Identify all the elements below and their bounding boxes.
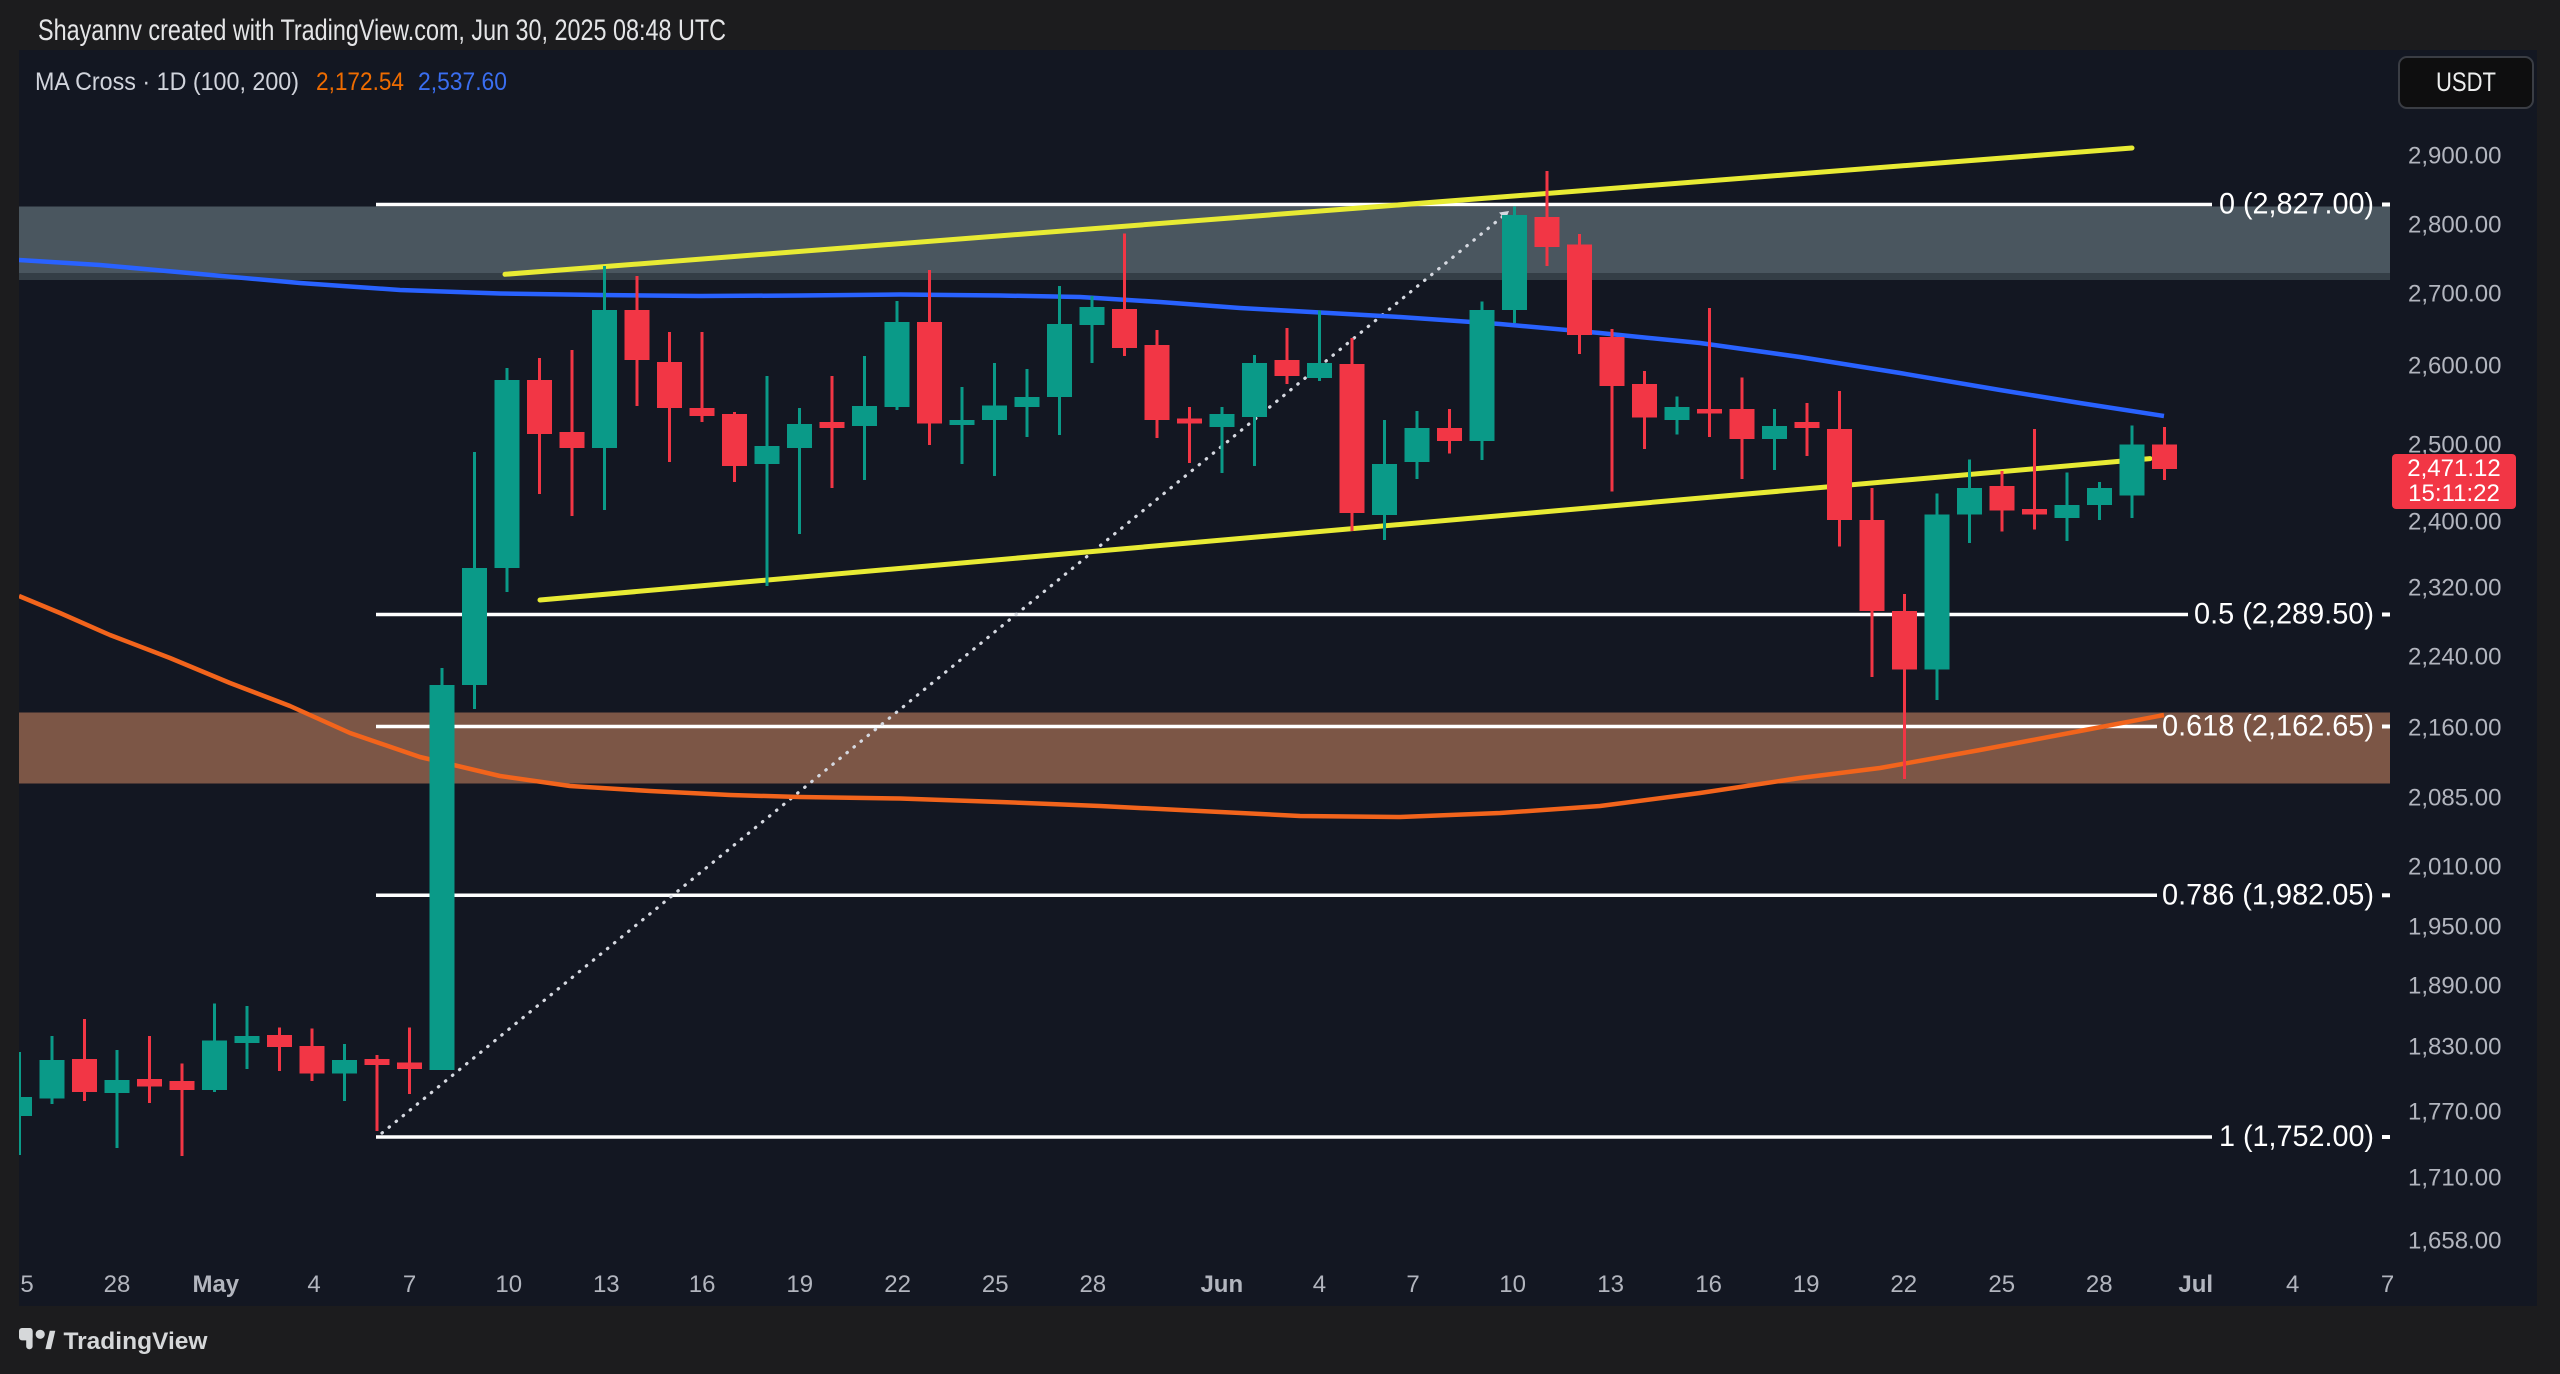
svg-text:0.618 (2,162.65): 0.618 (2,162.65) xyxy=(2162,710,2374,743)
svg-text:2,160.00: 2,160.00 xyxy=(2408,715,2501,742)
svg-text:1,710.00: 1,710.00 xyxy=(2408,1165,2501,1192)
svg-text:16: 16 xyxy=(1695,1271,1722,1298)
svg-text:13: 13 xyxy=(1597,1271,1624,1298)
svg-text:15:11:22: 15:11:22 xyxy=(2408,480,2500,507)
svg-text:2,471.12: 2,471.12 xyxy=(2407,455,2500,482)
svg-text:0.5 (2,289.50): 0.5 (2,289.50) xyxy=(2194,598,2374,631)
svg-text:2,537.60: 2,537.60 xyxy=(418,68,507,96)
svg-text:1,770.00: 1,770.00 xyxy=(2408,1099,2501,1126)
svg-text:0.786 (1,982.05): 0.786 (1,982.05) xyxy=(2162,878,2374,911)
svg-text:2,600.00: 2,600.00 xyxy=(2408,353,2501,380)
svg-text:19: 19 xyxy=(1793,1271,1820,1298)
svg-text:2,900.00: 2,900.00 xyxy=(2408,143,2501,170)
svg-text:28: 28 xyxy=(104,1271,131,1298)
svg-text:7: 7 xyxy=(1406,1271,1419,1298)
svg-text:10: 10 xyxy=(1499,1271,1526,1298)
svg-text:19: 19 xyxy=(786,1271,813,1298)
svg-text:22: 22 xyxy=(884,1271,911,1298)
svg-text:1,890.00: 1,890.00 xyxy=(2408,973,2501,1000)
svg-text:2,010.00: 2,010.00 xyxy=(2408,854,2501,881)
svg-text:2,800.00: 2,800.00 xyxy=(2408,212,2501,239)
svg-text:10: 10 xyxy=(495,1271,522,1298)
svg-text:2,400.00: 2,400.00 xyxy=(2408,509,2501,536)
svg-text:May: May xyxy=(192,1271,239,1298)
svg-text:5: 5 xyxy=(20,1271,33,1298)
svg-text:Jun: Jun xyxy=(1200,1271,1243,1298)
svg-text:2,085.00: 2,085.00 xyxy=(2408,785,2501,812)
svg-text:2,172.54: 2,172.54 xyxy=(316,68,404,96)
svg-text:25: 25 xyxy=(1988,1271,2015,1298)
svg-text:4: 4 xyxy=(2286,1271,2299,1298)
svg-text:USDT: USDT xyxy=(2436,67,2496,97)
svg-text:Jul: Jul xyxy=(2178,1271,2213,1298)
svg-text:4: 4 xyxy=(1313,1271,1326,1298)
svg-text:2,240.00: 2,240.00 xyxy=(2408,644,2501,671)
svg-text:28: 28 xyxy=(2086,1271,2113,1298)
svg-text:28: 28 xyxy=(1079,1271,1106,1298)
svg-text:25: 25 xyxy=(982,1271,1009,1298)
svg-text:16: 16 xyxy=(689,1271,716,1298)
svg-text:13: 13 xyxy=(593,1271,620,1298)
svg-text:1,830.00: 1,830.00 xyxy=(2408,1034,2501,1061)
svg-text:MA Cross · 1D (100, 200): MA Cross · 1D (100, 200) xyxy=(35,68,299,96)
svg-text:Shayannv created with TradingV: Shayannv created with TradingView.com, J… xyxy=(38,14,726,47)
svg-text:7: 7 xyxy=(2381,1271,2394,1298)
svg-text:1,950.00: 1,950.00 xyxy=(2408,914,2501,941)
svg-text:4: 4 xyxy=(307,1271,320,1298)
svg-text:1 (1,752.00): 1 (1,752.00) xyxy=(2219,1120,2374,1153)
svg-text:2,700.00: 2,700.00 xyxy=(2408,281,2501,308)
svg-text:22: 22 xyxy=(1890,1271,1917,1298)
svg-text:0 (2,827.00): 0 (2,827.00) xyxy=(2219,188,2374,221)
svg-text:1,658.00: 1,658.00 xyxy=(2408,1228,2501,1255)
svg-text:2,320.00: 2,320.00 xyxy=(2408,575,2501,602)
svg-text:7: 7 xyxy=(403,1271,416,1298)
svg-text:TradingView: TradingView xyxy=(64,1328,208,1355)
